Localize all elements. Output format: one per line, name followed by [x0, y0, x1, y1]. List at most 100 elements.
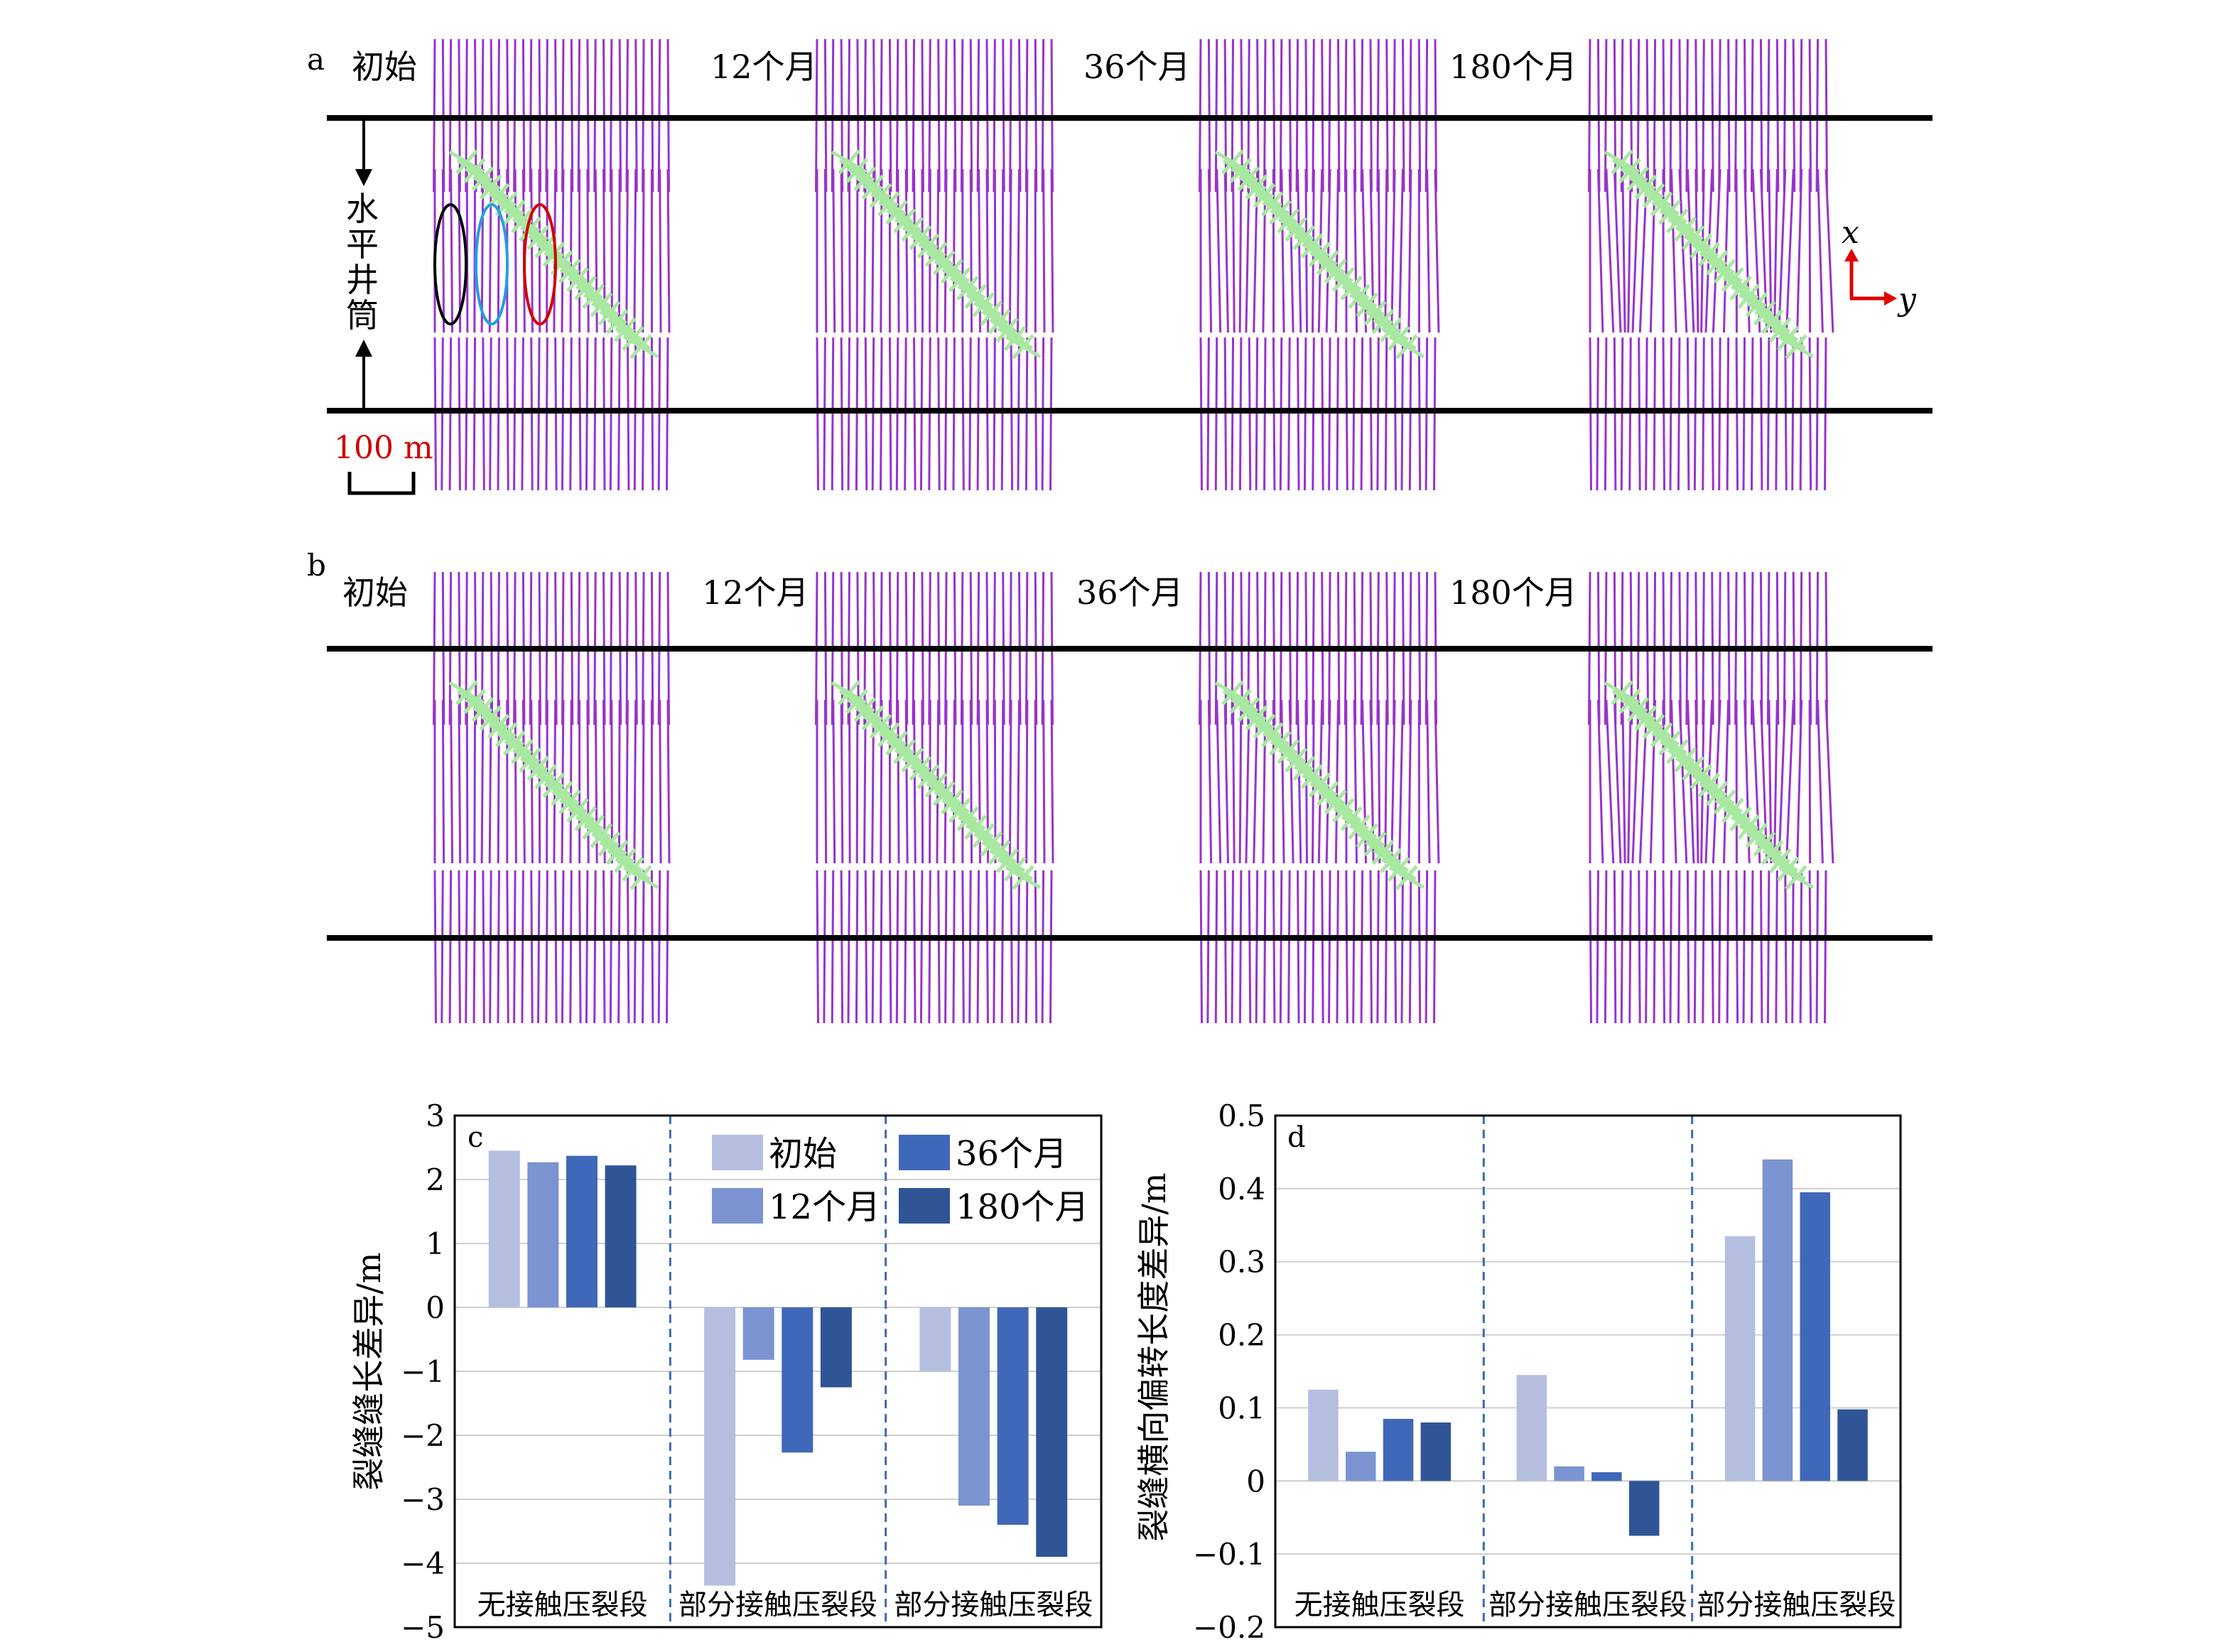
- natural-fracture-segment: [1003, 856, 1027, 882]
- fracture-line: [1711, 337, 1714, 491]
- natural-fracture-segment: [1285, 216, 1307, 242]
- natural-fracture-segment: [932, 250, 956, 276]
- fracture-line: [1041, 337, 1045, 491]
- fracture-line: [1384, 337, 1388, 491]
- chart-c-bars: [488, 1150, 1068, 1586]
- y-tick-label: 0.5: [1218, 1098, 1265, 1133]
- natural-fracture-segment: [455, 149, 478, 175]
- natural-fracture-segment: [940, 789, 963, 815]
- fracture-line: [1613, 337, 1617, 491]
- fracture-line: [1744, 699, 1751, 864]
- fracture-line: [1627, 699, 1632, 864]
- fracture-line: [1360, 870, 1364, 1024]
- fracture-line: [650, 870, 654, 1024]
- bar-1-0: [704, 1307, 736, 1586]
- natural-fracture-segment: [1012, 865, 1034, 890]
- natural-fracture-segment: [972, 823, 995, 848]
- fracture-line: [569, 870, 573, 1024]
- fracture-line: [944, 337, 948, 491]
- natural-fracture-band: [448, 149, 659, 360]
- natural-fracture-segment: [853, 166, 877, 192]
- fracture-line: [1589, 870, 1592, 1024]
- y-tick-label: 0.2: [1218, 1318, 1265, 1353]
- fracture-line: [823, 168, 828, 333]
- fracture-line: [1238, 870, 1243, 1024]
- natural-fracture-segment: [1363, 301, 1387, 326]
- fracture-line: [993, 870, 996, 1024]
- fracture-line: [554, 337, 558, 491]
- bar-0-3: [605, 1165, 637, 1307]
- fracture-line: [823, 337, 826, 491]
- natural-fracture-segment: [1332, 797, 1355, 824]
- natural-fracture-segment: [1768, 317, 1792, 343]
- fracture-line: [448, 337, 453, 491]
- fracture-line: [1232, 699, 1236, 864]
- fracture-line: [1384, 168, 1388, 333]
- fracture-line: [832, 699, 836, 864]
- natural-fracture-segment: [1682, 755, 1705, 782]
- fracture-line: [1678, 699, 1688, 864]
- natural-fracture-segment: [487, 183, 510, 208]
- natural-fracture-segment: [1761, 308, 1784, 335]
- natural-fracture-segment: [964, 284, 988, 309]
- natural-fracture-segment: [1785, 334, 1807, 360]
- natural-fracture-segment: [1292, 755, 1316, 782]
- fracture-line: [1407, 168, 1412, 333]
- fracture-line: [1049, 870, 1053, 1024]
- fracture-line: [1621, 168, 1626, 333]
- fracture-line: [1669, 337, 1672, 491]
- fracture-line: [1328, 337, 1331, 491]
- fracture-line: [1744, 168, 1751, 333]
- fracture-line: [1726, 870, 1730, 1024]
- natural-fracture-segment: [1221, 149, 1244, 175]
- fracture-line: [1400, 870, 1404, 1024]
- natural-fracture-segment: [1277, 739, 1299, 765]
- natural-fracture-segment: [1634, 705, 1658, 731]
- fracture-line: [440, 337, 444, 491]
- fracture-line: [1686, 699, 1695, 864]
- fracture-line: [1255, 870, 1259, 1024]
- natural-fracture-segment: [1229, 158, 1253, 183]
- fracture-line: [633, 870, 637, 1024]
- fracture-line: [855, 168, 859, 333]
- legend-label-12m: 12个月: [769, 1187, 880, 1227]
- natural-fracture-segment: [1753, 831, 1776, 857]
- fracture-line: [871, 337, 875, 491]
- fracture-line: [952, 337, 956, 491]
- fracture-line: [537, 337, 541, 491]
- fracture-line: [897, 168, 900, 333]
- natural-fracture-segment: [1753, 301, 1776, 326]
- natural-fracture-segment: [988, 839, 1011, 865]
- fracture-line: [433, 337, 437, 491]
- natural-fracture-segment: [1729, 275, 1752, 301]
- natural-fracture-segment: [494, 722, 518, 747]
- natural-fracture-segment: [1348, 284, 1371, 309]
- natural-fracture-segment: [1348, 814, 1371, 840]
- fracture-line: [1662, 870, 1666, 1024]
- fracture-line: [985, 870, 989, 1024]
- fracture-line: [1408, 870, 1412, 1024]
- fracture-line: [1008, 699, 1012, 864]
- natural-fracture-segment: [1737, 284, 1761, 309]
- natural-fracture-band: [1214, 149, 1425, 360]
- fracture-line: [1049, 337, 1053, 491]
- fracture-line: [633, 337, 637, 491]
- natural-fracture-segment: [590, 823, 613, 848]
- fracture-line: [1336, 870, 1339, 1024]
- scale-bar-label: 100 m: [334, 430, 433, 466]
- fracture-line: [1345, 337, 1348, 491]
- fracture-line: [666, 699, 671, 864]
- natural-fracture-segment: [1697, 242, 1721, 267]
- fracture-line: [1702, 870, 1705, 1024]
- natural-fracture-segment: [1387, 325, 1410, 351]
- natural-fracture-segment: [1721, 266, 1744, 293]
- fracture-line: [633, 699, 637, 864]
- natural-fracture-segment: [1308, 772, 1331, 798]
- chart-d-y-tick-labels: 0.5 0.4 0.3 0.2 0.1 0 −0.1 −0.2: [1193, 1098, 1265, 1645]
- fracture-line: [1263, 337, 1267, 491]
- fracture-line: [1426, 699, 1431, 864]
- fracture-line: [1613, 870, 1617, 1024]
- fracture-line: [1589, 337, 1592, 491]
- fracture-line: [871, 870, 875, 1024]
